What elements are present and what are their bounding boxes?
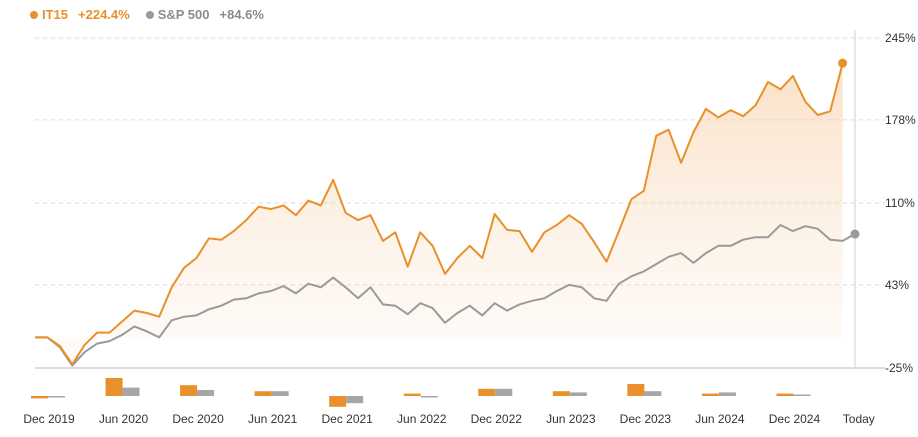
x-tick-label: Jun 2020 — [99, 412, 149, 426]
legend-item-it15[interactable]: IT15 +224.4% — [30, 7, 130, 22]
y-axis: 245% 178% 110% 43% -25% — [885, 31, 916, 375]
period-bar-sp500 — [346, 396, 364, 404]
period-bar-sp500 — [48, 396, 65, 398]
period-bar-it15 — [478, 388, 496, 396]
legend: IT15 +224.4% S&P 500 +84.6% — [30, 7, 264, 22]
legend-change-it15: +224.4% — [78, 7, 130, 22]
legend-label-sp500: S&P 500 — [157, 7, 210, 22]
period-bar-it15 — [180, 385, 198, 396]
period-bar-it15 — [254, 391, 272, 396]
period-bar-sp500 — [718, 392, 736, 396]
x-tick-label: Dec 2021 — [321, 412, 373, 426]
y-tick-label: 245% — [885, 31, 916, 45]
period-bar-sp500 — [122, 387, 140, 396]
period-bar-sp500 — [495, 388, 513, 396]
legend-change-sp500: +84.6% — [219, 7, 264, 22]
period-bar-it15 — [701, 393, 719, 396]
it15-end-point[interactable] — [838, 58, 848, 68]
x-tick-label: Jun 2023 — [546, 412, 596, 426]
legend-item-sp500[interactable]: S&P 500 +84.6% — [145, 7, 264, 22]
area-fill — [35, 63, 843, 365]
period-bar-sp500 — [644, 391, 662, 396]
x-tick-label: Dec 2022 — [471, 412, 523, 426]
legend-dot-icon — [145, 10, 154, 19]
period-bar-sp500 — [569, 392, 587, 396]
period-bar-it15 — [329, 396, 347, 407]
period-bar-it15 — [31, 396, 48, 399]
period-bar-sp500 — [197, 390, 215, 396]
period-bar-it15 — [776, 393, 794, 396]
it15-area — [35, 63, 843, 365]
period-bar-it15 — [552, 391, 570, 396]
y-tick-label: 43% — [885, 278, 909, 292]
period-bars — [31, 378, 811, 407]
x-tick-label: Jun 2024 — [695, 412, 745, 426]
period-bar-it15 — [403, 393, 421, 396]
legend-dot-icon — [30, 10, 38, 19]
sp500-line — [35, 224, 856, 367]
x-tick-label: Dec 2024 — [769, 412, 821, 426]
y-tick-label: -25% — [885, 361, 913, 375]
period-bar-sp500 — [420, 396, 438, 398]
series-lines — [35, 58, 860, 367]
x-tick-label: Today — [843, 412, 875, 426]
period-bar-sp500 — [271, 391, 289, 396]
x-axis: Dec 2019 Jun 2020 Dec 2020 Jun 2021 Dec 2021… — [23, 412, 874, 426]
x-tick-label: Jun 2021 — [248, 412, 298, 426]
x-tick-label: Dec 2019 — [23, 412, 75, 426]
period-bar-it15 — [105, 378, 123, 396]
x-tick-label: Jun 2022 — [397, 412, 447, 426]
x-tick-label: Dec 2020 — [172, 412, 224, 426]
y-tick-label: 178% — [885, 113, 916, 127]
sp500-end-point[interactable] — [850, 229, 860, 239]
y-tick-label: 110% — [885, 196, 915, 210]
legend-label-it15: IT15 — [42, 7, 69, 22]
period-bar-it15 — [627, 384, 645, 396]
period-bar-sp500 — [793, 394, 811, 396]
it15-line — [35, 62, 844, 366]
x-tick-label: Dec 2023 — [620, 412, 672, 426]
